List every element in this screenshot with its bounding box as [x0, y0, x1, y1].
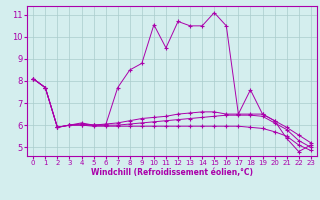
X-axis label: Windchill (Refroidissement éolien,°C): Windchill (Refroidissement éolien,°C): [91, 168, 253, 177]
